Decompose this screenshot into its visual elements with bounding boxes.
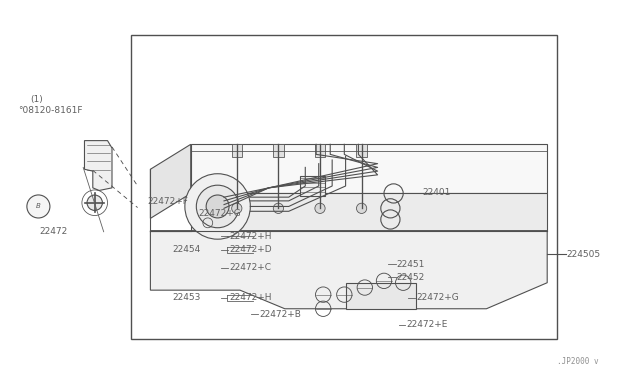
Text: 22472+H: 22472+H xyxy=(229,232,271,241)
Circle shape xyxy=(232,203,242,214)
Circle shape xyxy=(356,203,367,214)
Bar xyxy=(300,176,325,196)
Bar xyxy=(356,144,367,157)
Circle shape xyxy=(87,195,102,211)
Text: 224505: 224505 xyxy=(566,250,600,259)
Text: .JP2000 v: .JP2000 v xyxy=(557,357,598,366)
Circle shape xyxy=(185,174,250,239)
Text: 22472+D: 22472+D xyxy=(229,246,272,254)
Bar xyxy=(131,35,557,339)
Text: 22452: 22452 xyxy=(397,273,425,282)
Polygon shape xyxy=(84,141,112,190)
Text: 22472+G: 22472+G xyxy=(416,293,459,302)
Text: 22454: 22454 xyxy=(173,246,201,254)
Text: 22472+C: 22472+C xyxy=(229,263,271,272)
Polygon shape xyxy=(191,144,547,193)
Polygon shape xyxy=(150,231,547,309)
Text: 22472: 22472 xyxy=(40,227,68,236)
Text: °08120-8161F: °08120-8161F xyxy=(18,106,83,115)
Polygon shape xyxy=(191,193,547,231)
Text: B: B xyxy=(36,203,41,209)
Text: 22401: 22401 xyxy=(422,188,451,197)
Text: 22472+G: 22472+G xyxy=(198,209,241,218)
Text: 22472+H: 22472+H xyxy=(229,293,271,302)
Bar xyxy=(315,144,325,157)
Circle shape xyxy=(27,195,50,218)
Text: 22472+B: 22472+B xyxy=(259,310,301,319)
Text: 22472+E: 22472+E xyxy=(406,320,448,329)
Polygon shape xyxy=(346,283,416,309)
Circle shape xyxy=(206,195,229,218)
Text: (1): (1) xyxy=(31,95,44,104)
Text: 22451: 22451 xyxy=(397,260,425,269)
Circle shape xyxy=(315,203,325,214)
Text: 22453: 22453 xyxy=(173,293,201,302)
Text: 22472+F: 22472+F xyxy=(147,198,188,206)
Polygon shape xyxy=(150,144,191,218)
Circle shape xyxy=(273,203,284,214)
Bar xyxy=(232,144,242,157)
Bar xyxy=(273,144,284,157)
Circle shape xyxy=(196,185,239,228)
